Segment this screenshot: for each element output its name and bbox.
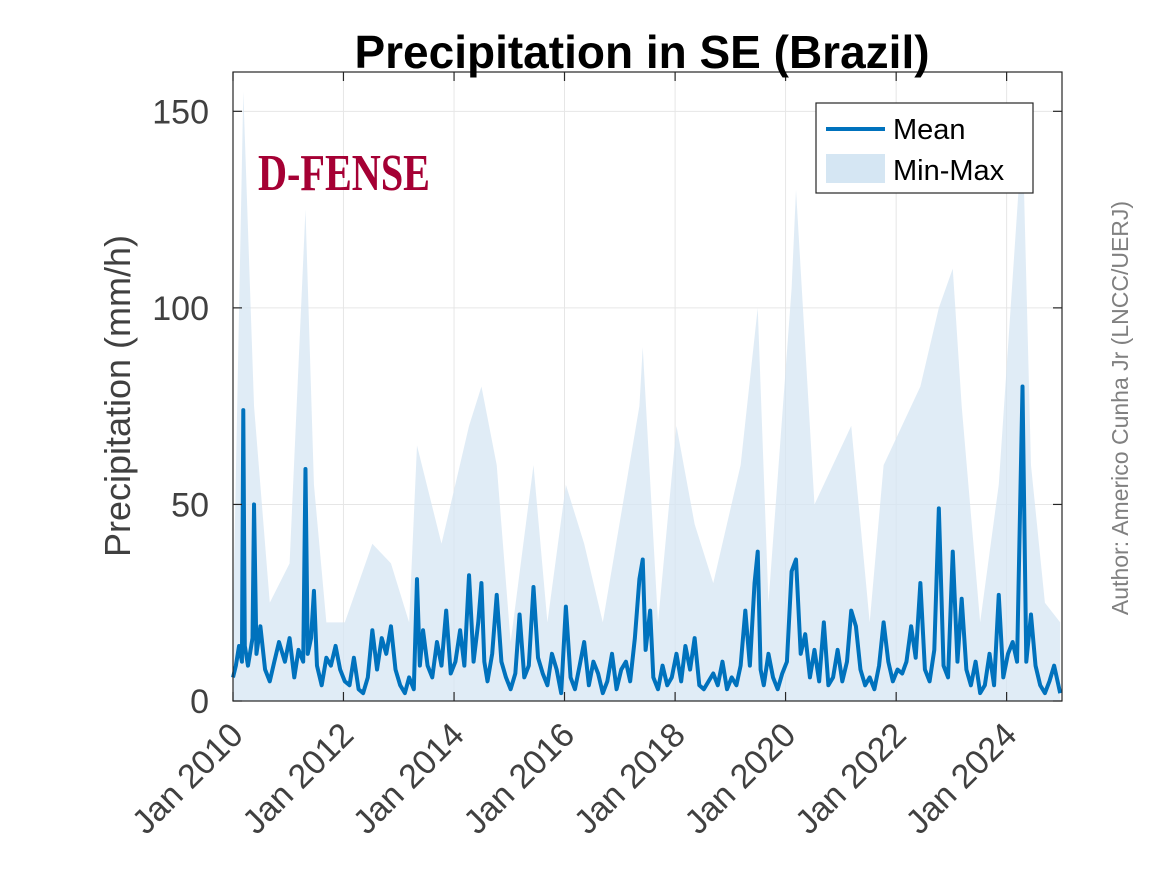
axes — [232, 71, 1063, 702]
legend-minmax-swatch — [826, 154, 885, 183]
y-tick-label: 0 — [190, 683, 209, 721]
y-tick-label: 100 — [152, 290, 209, 328]
chart-title: Precipitation in SE (Brazil) — [354, 26, 929, 78]
min-max-area — [233, 91, 1061, 701]
min-max-band — [233, 91, 1061, 701]
legend-label-minmax: Min-Max — [893, 155, 1005, 187]
legend: Mean Min-Max — [815, 102, 1034, 194]
mean-series-line — [231, 384, 1063, 696]
logo-d-fense: D-FENSE — [258, 145, 430, 202]
legend-label-mean: Mean — [893, 114, 966, 146]
y-tick-label: 50 — [171, 486, 209, 524]
y-tick-label: 150 — [152, 93, 209, 131]
plot-frame — [232, 71, 1063, 702]
y-axis-label: Precipitation (mm/h) — [97, 235, 138, 557]
mean-line — [231, 384, 1063, 696]
author-credit: Author: Americo Cunha Jr (LNCC/UERJ) — [1107, 201, 1133, 615]
